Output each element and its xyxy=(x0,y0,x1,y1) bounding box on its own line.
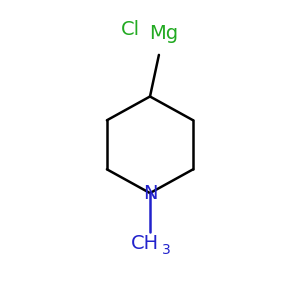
Text: CH: CH xyxy=(130,234,159,253)
Text: N: N xyxy=(143,184,157,202)
Text: 3: 3 xyxy=(162,243,171,257)
Text: Cl: Cl xyxy=(121,20,140,39)
Text: Mg: Mg xyxy=(149,24,178,43)
